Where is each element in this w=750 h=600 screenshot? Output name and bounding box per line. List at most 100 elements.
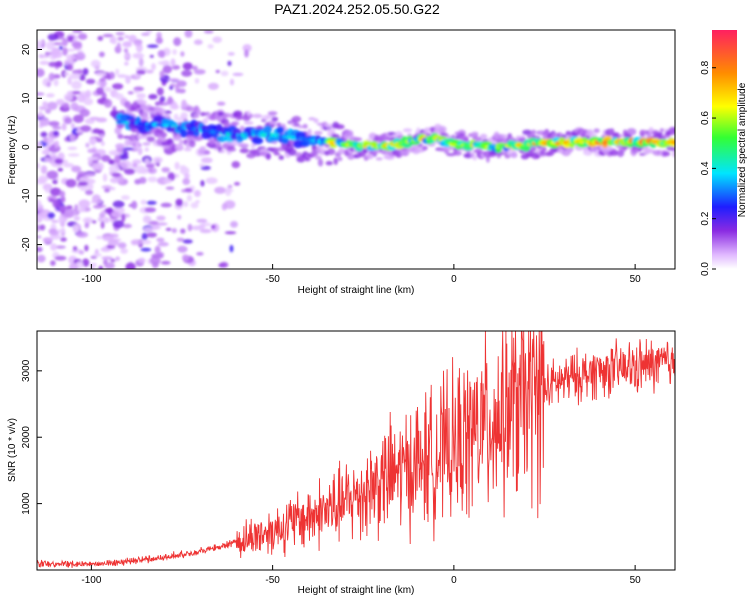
snr-x-tick-label: 50 <box>630 575 642 586</box>
heat-cell <box>108 150 119 156</box>
heat-cell <box>185 105 195 112</box>
heat-cell <box>116 42 121 51</box>
heat-cell <box>612 148 617 154</box>
snr-y-tick-label: 1000 <box>21 492 32 515</box>
heat-cell <box>179 139 184 145</box>
heat-cell <box>438 148 446 152</box>
heat-cell <box>231 161 241 169</box>
heat-cell <box>104 87 112 92</box>
spectrogram-x-tick-label: -50 <box>265 274 280 285</box>
heat-cell <box>204 151 211 155</box>
heat-cell <box>156 87 164 96</box>
heat-cell <box>141 239 152 245</box>
heat-cell <box>69 133 76 142</box>
heat-cell <box>55 99 65 106</box>
heat-cell <box>186 194 192 202</box>
heat-cell <box>50 187 62 197</box>
heat-cell <box>98 265 103 269</box>
heat-cell <box>110 258 116 263</box>
heat-cell <box>263 125 273 134</box>
heat-cell <box>39 224 46 231</box>
snr-y-axis-label: SNR (10 * v/v) <box>7 418 18 482</box>
heat-cell <box>143 116 150 121</box>
heat-cell <box>124 35 130 39</box>
heat-cell <box>87 148 97 154</box>
heat-cell <box>155 101 160 106</box>
heat-cell <box>67 35 75 40</box>
heat-cell <box>122 223 132 229</box>
snr-x-tick-label: -100 <box>81 575 101 586</box>
heat-cell <box>58 205 69 212</box>
heat-cell <box>202 118 209 125</box>
heat-cell <box>198 148 204 155</box>
heat-cell <box>333 157 339 165</box>
heat-cell <box>168 78 180 82</box>
heat-cell <box>132 159 142 165</box>
chart-title: PAZ1.2024.252.05.50.G22 <box>274 1 440 17</box>
heat-cell <box>374 134 380 142</box>
heat-cell <box>95 162 105 171</box>
heat-cell <box>72 246 78 251</box>
heat-cell <box>190 202 199 209</box>
heat-cell <box>73 215 81 221</box>
heat-cell <box>67 146 78 150</box>
heat-cell <box>114 92 119 96</box>
heat-cell <box>115 143 125 149</box>
heat-cell <box>440 132 449 138</box>
heat-cell <box>37 235 42 239</box>
heat-cell <box>67 76 72 85</box>
heat-cell <box>89 116 100 121</box>
spectrogram-y-tick-label: -20 <box>21 237 32 252</box>
heat-cell <box>639 152 646 156</box>
heat-cell <box>149 54 154 58</box>
heat-cell <box>82 258 90 267</box>
heat-cell <box>46 170 59 180</box>
heat-cell <box>42 237 54 243</box>
heat-cell <box>75 129 84 134</box>
heat-cell <box>179 129 188 138</box>
spectrogram-x-tick-label: 0 <box>451 274 457 285</box>
heat-cell <box>52 199 61 208</box>
heat-cell <box>203 30 214 34</box>
heat-cell <box>193 130 200 137</box>
heat-cell <box>181 70 193 77</box>
heat-cell <box>112 220 125 229</box>
heat-cell <box>437 125 447 134</box>
heat-cell <box>170 58 176 67</box>
heat-cell <box>141 32 150 36</box>
heat-cell <box>128 204 133 207</box>
heat-cell <box>154 128 165 134</box>
spectrogram-x-axis-label: Height of straight line (km) <box>298 285 415 296</box>
heat-cell <box>194 190 201 197</box>
heat-cell <box>381 150 391 156</box>
heat-cell <box>199 163 205 167</box>
heat-cell <box>38 110 43 117</box>
heat-cell <box>146 136 155 143</box>
heat-cell <box>131 200 138 210</box>
heat-cell <box>184 187 193 193</box>
heat-cell <box>671 127 675 134</box>
heat-cell <box>169 85 174 90</box>
heat-cell <box>128 134 138 142</box>
heat-cell <box>71 41 82 48</box>
heat-cell <box>64 59 75 67</box>
heat-cell <box>92 128 102 134</box>
heat-cell <box>173 37 182 46</box>
heat-cell <box>165 186 175 190</box>
heat-cell <box>121 213 126 222</box>
heat-cell <box>38 54 50 59</box>
heat-cell <box>479 133 488 140</box>
heat-cell <box>103 99 113 108</box>
heat-cell <box>207 44 214 49</box>
spectrogram-cells <box>37 30 675 269</box>
heat-cell <box>84 173 96 177</box>
heat-cell <box>267 111 278 116</box>
heat-cell <box>62 47 68 56</box>
heat-cell <box>108 164 120 173</box>
heat-cell <box>141 232 148 241</box>
heat-cell <box>96 235 103 240</box>
heat-cell <box>618 134 624 138</box>
heat-cell <box>66 64 74 71</box>
heat-cell <box>133 40 143 47</box>
heat-cell <box>37 141 43 151</box>
